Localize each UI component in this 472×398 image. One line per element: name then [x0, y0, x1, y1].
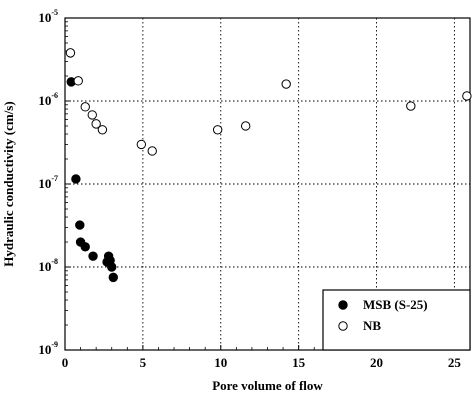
- legend-label: MSB (S-25): [363, 297, 428, 312]
- x-axis-label: Pore volume of flow: [212, 378, 323, 393]
- nb-data-point: [281, 79, 291, 89]
- y-tick-exponent: -5: [51, 8, 58, 17]
- legend: MSB (S-25) NB: [322, 289, 471, 351]
- y-tick-base: 10: [38, 176, 51, 191]
- nb-data-point: [65, 48, 76, 58]
- nb-data-point: [80, 102, 90, 112]
- y-tick-exponent: -8: [51, 257, 58, 266]
- y-tick-base: 10: [38, 259, 51, 274]
- x-tick-label: 0: [62, 355, 69, 370]
- y-tick-label: 10-5: [38, 8, 58, 25]
- legend-marker: [338, 321, 348, 331]
- nb-data-point: [240, 121, 251, 131]
- nb-data-point: [87, 110, 97, 120]
- nb-data-point: [136, 139, 147, 150]
- msb-data-point: [107, 262, 117, 272]
- y-tick-label: 10-9: [38, 340, 58, 357]
- msb-data-point: [71, 174, 81, 184]
- nb-data-point: [73, 76, 83, 86]
- x-tick-label: 25: [448, 355, 462, 370]
- nb-data-point: [212, 125, 223, 135]
- msb-data-point: [75, 220, 85, 230]
- marker-layer: [65, 48, 472, 283]
- msb-data-point: [80, 242, 90, 252]
- x-tick-label: 20: [370, 355, 383, 370]
- y-tick-label: 10-6: [38, 91, 58, 108]
- y-tick-base: 10: [38, 342, 51, 357]
- y-tick-exponent: -9: [51, 340, 58, 349]
- msb-data-point: [108, 272, 118, 283]
- legend-marker: [338, 300, 348, 310]
- y-tick-exponent: -6: [51, 91, 58, 100]
- x-tick-label: 5: [140, 355, 147, 370]
- legend-label: NB: [363, 318, 381, 333]
- x-tick-label: 10: [214, 355, 227, 370]
- nb-data-point: [91, 119, 101, 129]
- y-tick-exponent: -7: [51, 174, 58, 183]
- nb-data-point: [147, 146, 157, 156]
- y-axis-label: Hydraulic conductivity (cm/s): [1, 101, 16, 266]
- nb-data-point: [406, 101, 416, 111]
- y-tick-base: 10: [38, 93, 51, 108]
- y-tick-label: 10-7: [38, 174, 58, 191]
- x-tick-label: 15: [292, 355, 306, 370]
- y-tick-label: 10-8: [38, 257, 58, 274]
- nb-data-point: [97, 125, 108, 135]
- legend-box: [322, 289, 471, 351]
- y-tick-base: 10: [38, 10, 51, 25]
- msb-data-point: [88, 251, 98, 261]
- nb-data-point: [462, 91, 472, 101]
